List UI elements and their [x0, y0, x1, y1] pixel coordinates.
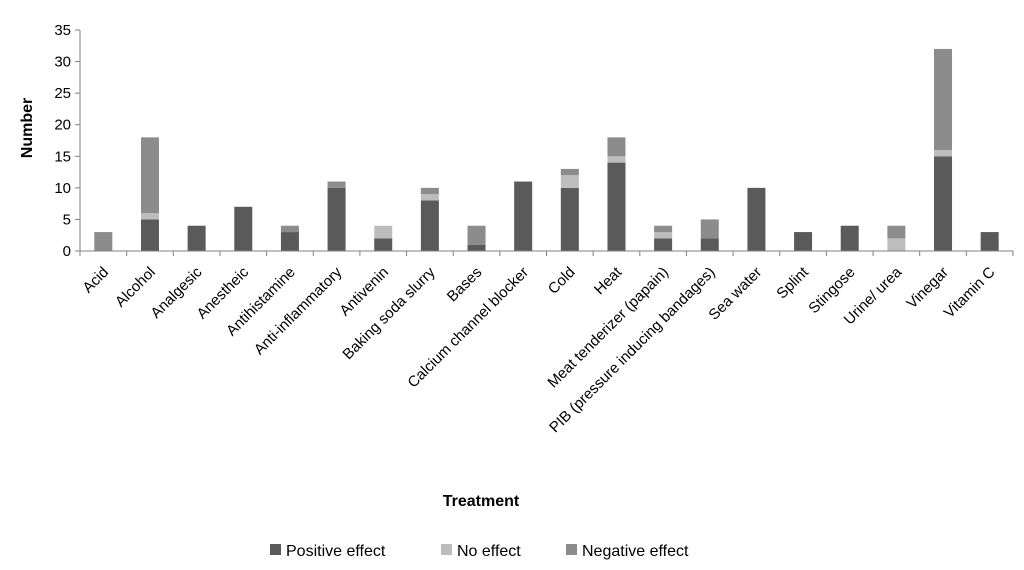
bar-calcium-channel-blocker-positive-effect — [514, 181, 533, 251]
bar-antivenin-no-effect — [374, 225, 393, 239]
bar-baking-soda-slurry-positive-effect — [420, 200, 439, 251]
bar-meat-tenderizer-papain-positive-effect — [654, 238, 673, 251]
bar-heat-negative-effect — [607, 137, 626, 157]
y-tick-label-15: 15 — [54, 148, 71, 165]
bar-anti-inflammatory-positive-effect — [327, 187, 346, 251]
bar-heat-no-effect — [607, 156, 626, 163]
bar-heat-positive-effect — [607, 162, 626, 251]
y-tick-label-30: 30 — [54, 54, 71, 71]
bar-antivenin-positive-effect — [374, 238, 393, 251]
legend-swatch-no-effect — [441, 544, 452, 555]
bar-vinegar-no-effect — [934, 149, 953, 157]
x-axis-title: Treatment — [443, 493, 520, 510]
y-axis-ticks: 0 5 10 15 20 25 30 35 — [54, 22, 80, 260]
legend-swatch-positive-effect — [270, 544, 281, 555]
bar-anestheic-positive-effect — [234, 206, 253, 251]
x-tick-label-pib-pressure-inducing-bandages: PIB (pressure inducing bandages) — [546, 264, 718, 436]
bar-vitamin-c-positive-effect — [980, 232, 999, 251]
bar-cold-positive-effect — [560, 187, 579, 251]
bar-cold-negative-effect — [560, 168, 579, 176]
x-tick-label-heat: Heat — [591, 263, 626, 298]
x-tick-label-anti-inflammatory: Anti-inflammatory — [251, 263, 346, 358]
plot-area: 0 5 10 15 20 25 30 35 Acid AlcoholAnalgesicAnest… — [54, 22, 1014, 436]
bar-bases-negative-effect — [467, 225, 486, 245]
bar-baking-soda-slurry-negative-effect — [420, 187, 439, 195]
bar-stingose-positive-effect — [840, 225, 859, 251]
bar-antihistamine-positive-effect — [280, 232, 299, 251]
bar-acid-negative-effect — [94, 232, 113, 251]
x-tick-label-vitamin-c: Vitamin C — [941, 264, 999, 322]
x-axis-ticks: Acid AlcoholAnalgesicAnestheicAntihistami… — [79, 251, 1014, 436]
bar-meat-tenderizer-papain-no-effect — [654, 232, 673, 239]
bar-bases-positive-effect — [467, 244, 486, 251]
bar-pib-pressure-inducing-bandages-positive-effect — [700, 238, 719, 251]
y-tick-label-35: 35 — [54, 22, 71, 39]
bar-alcohol-negative-effect — [140, 137, 159, 214]
bar-meat-tenderizer-papain-negative-effect — [654, 225, 673, 233]
bar-analgesic-positive-effect — [187, 225, 206, 251]
bar-vinegar-positive-effect — [934, 156, 953, 251]
bars — [94, 48, 999, 251]
bar-alcohol-positive-effect — [140, 219, 159, 251]
bar-alcohol-no-effect — [140, 213, 159, 220]
y-axis-title: Number — [19, 98, 36, 158]
x-tick-label-cold: Cold — [545, 264, 579, 298]
legend-label-positive-effect: Positive effect — [286, 543, 386, 560]
legend-label-no-effect: No effect — [457, 543, 521, 560]
bar-splint-positive-effect — [794, 232, 813, 251]
x-tick-label-alcohol: Alcohol — [112, 264, 159, 311]
bar-cold-no-effect — [560, 175, 579, 188]
y-tick-label-25: 25 — [54, 85, 71, 102]
legend: Positive effect No effect Negative effect — [270, 543, 689, 560]
bar-vinegar-negative-effect — [934, 48, 953, 150]
legend-label-negative-effect: Negative effect — [582, 543, 689, 560]
y-tick-label-10: 10 — [54, 180, 71, 197]
x-tick-label-acid: Acid — [79, 264, 112, 297]
x-tick-label-splint: Splint — [773, 263, 812, 302]
legend-swatch-negative-effect — [566, 544, 577, 555]
bar-urine-urea-negative-effect — [887, 225, 906, 239]
bar-antihistamine-negative-effect — [280, 225, 299, 233]
bar-urine-urea-no-effect — [887, 238, 906, 251]
bar-sea-water-positive-effect — [747, 187, 766, 251]
y-tick-label-0: 0 — [63, 243, 71, 260]
y-tick-label-5: 5 — [63, 211, 71, 228]
bar-pib-pressure-inducing-bandages-negative-effect — [700, 219, 719, 239]
bar-baking-soda-slurry-no-effect — [420, 194, 439, 201]
y-tick-label-20: 20 — [54, 117, 71, 134]
bar-anti-inflammatory-negative-effect — [327, 181, 346, 188]
x-tick-label-bases: Bases — [444, 264, 486, 306]
